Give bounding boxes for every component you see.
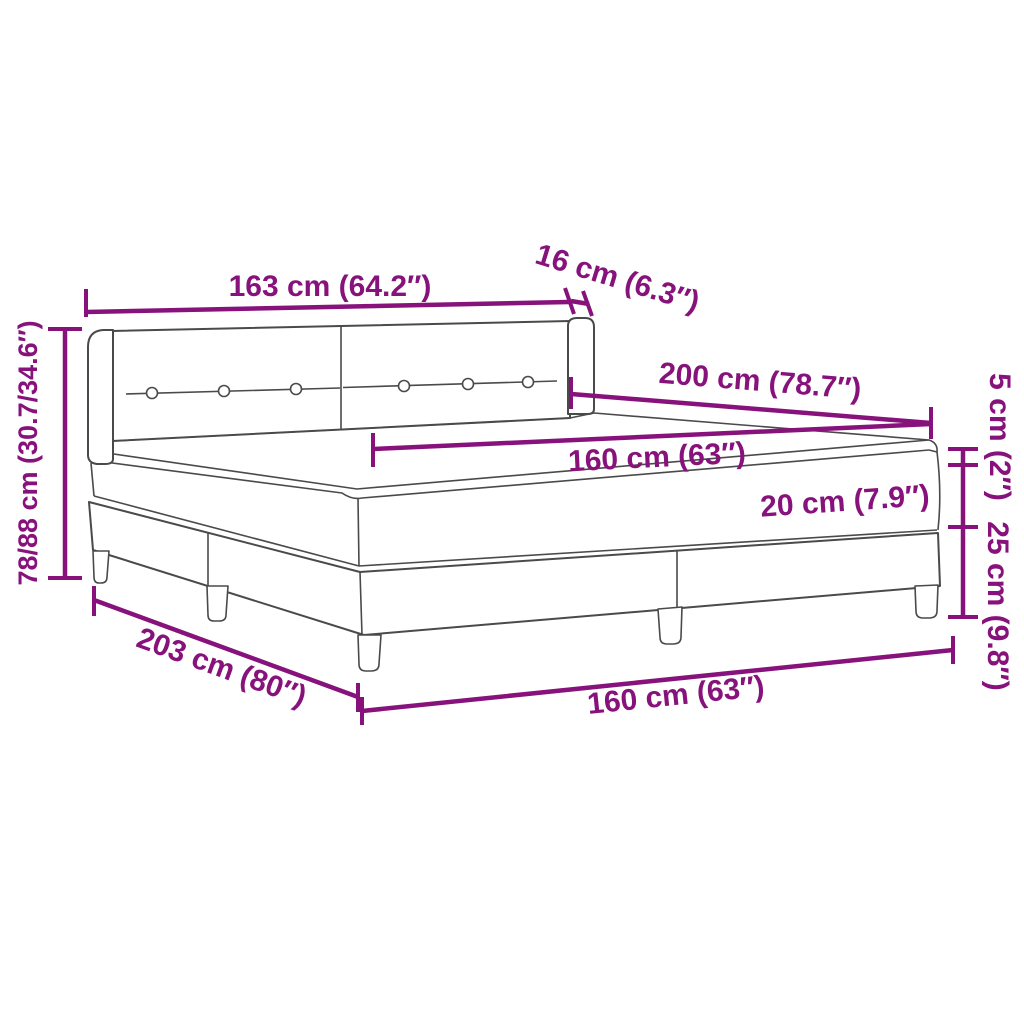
dim-line [93,597,359,700]
tick [581,290,594,317]
mattress-right-edge [936,451,941,531]
headboard-button [461,377,475,391]
bed-leg [206,585,229,622]
dim-total-height: 78/88 cm (30.7/34.6″) [13,320,82,586]
dim-label-headboard-width: 163 cm (64.2″) [229,270,432,303]
tufting-line-left [125,387,341,395]
headboard-button [397,379,411,393]
tick [563,287,576,315]
headboard-button [289,382,303,396]
bed-leg [92,550,110,584]
tufting-line-right [342,380,558,389]
mattress-bottom-right [358,529,938,567]
dim-base-width: 160 cm (63″) [360,636,955,725]
dim-line [85,299,570,315]
mattress-corner-edge [357,498,360,567]
bed-leg [657,606,683,645]
dim-label-base-height: 25 cm (9.8″) [981,521,1014,690]
dim-label-topper-height: 5 cm (2″) [983,373,1016,501]
frame-corner-edge [359,571,363,636]
headboard-button [145,386,159,400]
dim-headboard-depth: 16 cm (6.3″) [532,238,704,319]
dim-label-bed-length: 200 cm (78.7″) [658,357,863,406]
headboard-left-post [87,329,114,465]
dim-label-headboard-depth: 16 cm (6.3″) [532,238,704,319]
dim-height-bracket: 5 cm (2″) 20 cm (7.9″) 25 cm (9.8″) [759,373,1016,691]
bed-leg [357,634,382,672]
headboard-button [217,384,231,398]
topper-right-cap [928,439,938,453]
mattress-bottom-left [93,495,360,567]
headboard-right-post [567,317,595,415]
dim-label-mattress-height: 20 cm (7.9″) [759,479,930,524]
headboard-button [521,375,535,389]
dim-line [361,647,954,714]
dim-line [570,391,932,426]
dim-line [372,421,932,452]
topper-front-edge [95,449,930,500]
mattress-left-edge [90,462,95,497]
dimension-lines: 163 cm (64.2″) 16 cm (6.3″) 200 cm (78.7… [13,238,1016,725]
dim-label-total-height: 78/88 cm (30.7/34.6″) [13,320,43,585]
dim-headboard-width: 163 cm (64.2″) [84,270,576,317]
bed-leg [914,584,939,619]
